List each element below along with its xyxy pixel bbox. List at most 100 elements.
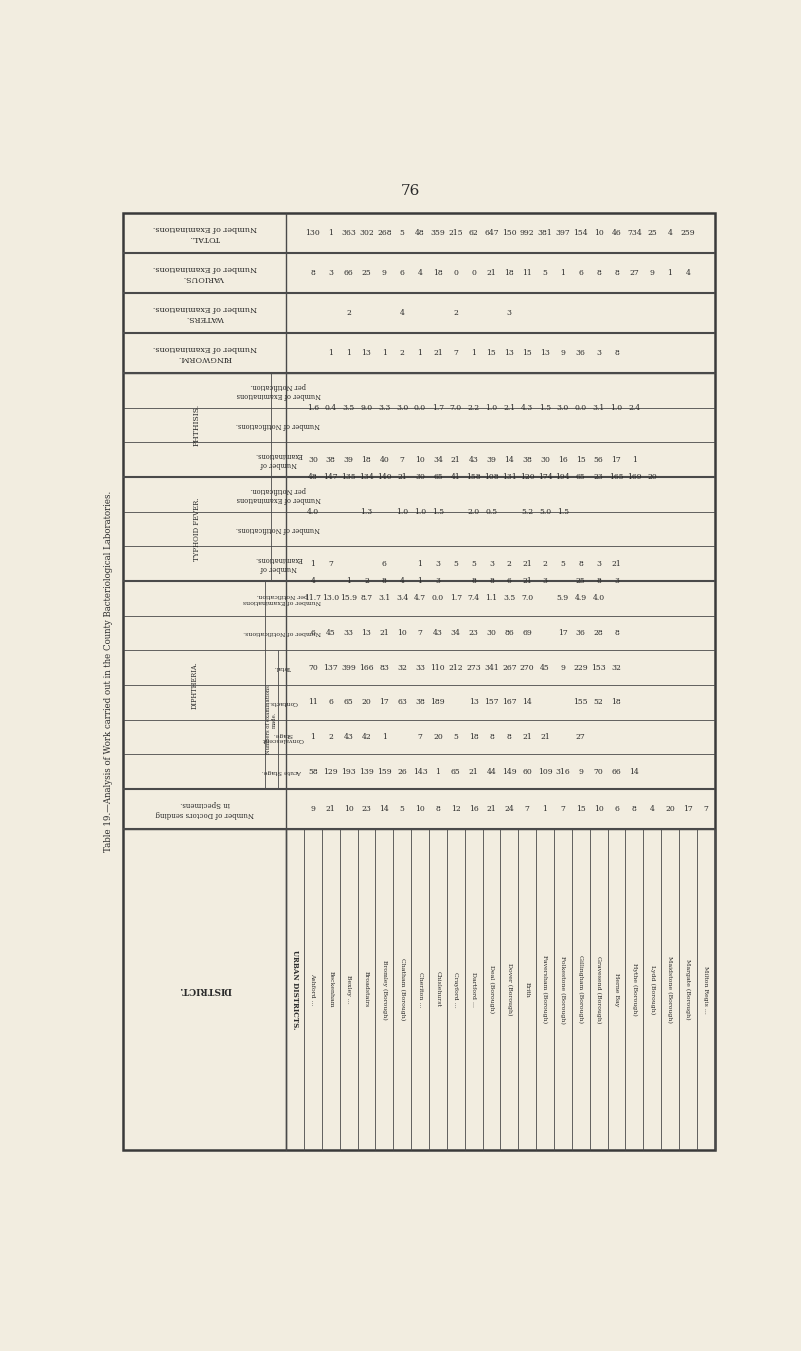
Text: 18: 18	[612, 698, 622, 707]
Text: 48: 48	[308, 473, 318, 481]
Text: 212: 212	[449, 663, 463, 671]
Text: 4: 4	[400, 309, 405, 317]
Text: Maidstone (Borough): Maidstone (Borough)	[667, 957, 673, 1023]
Text: 1: 1	[346, 349, 351, 357]
Text: 3.5: 3.5	[343, 404, 355, 412]
Text: 1: 1	[311, 734, 316, 740]
Text: 1: 1	[328, 228, 333, 236]
Text: Margate (Borough): Margate (Borough)	[686, 959, 690, 1020]
Text: 5: 5	[400, 805, 405, 813]
Text: 0.0: 0.0	[574, 404, 587, 412]
Text: 10: 10	[594, 805, 603, 813]
Text: Ashford ...: Ashford ...	[311, 973, 316, 1005]
Text: 42: 42	[361, 734, 372, 740]
Text: 21: 21	[522, 577, 532, 585]
Text: 65: 65	[433, 473, 443, 481]
Text: 3: 3	[489, 559, 494, 567]
Text: 18: 18	[469, 734, 478, 740]
Text: 38: 38	[415, 698, 425, 707]
Text: 137: 137	[324, 663, 338, 671]
Text: 3.0: 3.0	[557, 404, 569, 412]
Text: 2.1: 2.1	[503, 404, 515, 412]
Text: 3: 3	[542, 577, 548, 585]
Text: 44: 44	[487, 767, 497, 775]
Text: 24: 24	[505, 805, 514, 813]
Text: 3: 3	[507, 309, 512, 317]
Text: 25: 25	[647, 228, 657, 236]
Text: 6: 6	[507, 577, 512, 585]
Text: 2: 2	[542, 559, 548, 567]
Text: 9.0: 9.0	[360, 404, 372, 412]
Text: Number of Notifications.: Number of Notifications.	[236, 526, 320, 534]
Text: Number of
Examinations.: Number of Examinations.	[255, 555, 302, 573]
Text: 21: 21	[469, 767, 478, 775]
Text: 21: 21	[451, 455, 461, 463]
Text: 229: 229	[574, 663, 588, 671]
Text: 267: 267	[502, 663, 517, 671]
Text: Hythe (Borough): Hythe (Borough)	[632, 963, 637, 1016]
Text: 18: 18	[433, 269, 443, 277]
Text: 1: 1	[542, 805, 548, 813]
Text: 2: 2	[507, 559, 512, 567]
Text: 11.7: 11.7	[304, 594, 321, 603]
Text: 65: 65	[344, 698, 353, 707]
Text: Total.: Total.	[273, 665, 291, 670]
Text: 7: 7	[328, 559, 333, 567]
Text: 43: 43	[469, 455, 478, 463]
Text: 169: 169	[627, 473, 642, 481]
Text: 165: 165	[610, 473, 624, 481]
Text: 2: 2	[364, 577, 369, 585]
Text: 6: 6	[328, 698, 333, 707]
Text: Number of Examinations
per Notification.: Number of Examinations per Notification.	[236, 486, 320, 503]
Text: Dartford ...: Dartford ...	[471, 971, 476, 1006]
Text: 2: 2	[453, 309, 458, 317]
Text: 23: 23	[469, 630, 478, 636]
Text: 1.7: 1.7	[432, 404, 444, 412]
Text: Cheriton ...: Cheriton ...	[417, 971, 423, 1008]
Text: 215: 215	[449, 228, 463, 236]
Text: 62: 62	[469, 228, 478, 236]
Text: 109: 109	[537, 767, 553, 775]
Text: 5: 5	[561, 559, 566, 567]
Text: 1: 1	[436, 767, 441, 775]
Text: 0.0: 0.0	[414, 404, 426, 412]
Text: 6: 6	[382, 559, 387, 567]
Text: 16: 16	[469, 805, 478, 813]
Text: 60: 60	[522, 767, 532, 775]
Text: 1.0: 1.0	[414, 508, 426, 516]
Text: 76: 76	[400, 185, 420, 199]
Text: 33: 33	[344, 630, 353, 636]
Text: 5.0: 5.0	[539, 508, 551, 516]
Text: 140: 140	[377, 473, 392, 481]
Text: Contacts.: Contacts.	[268, 700, 297, 705]
Text: 33: 33	[415, 663, 425, 671]
Text: 153: 153	[591, 663, 606, 671]
Text: 3.0: 3.0	[396, 404, 409, 412]
Text: 25: 25	[576, 577, 586, 585]
Text: 12: 12	[451, 805, 461, 813]
Text: 316: 316	[556, 767, 570, 775]
Text: DISTRICT.: DISTRICT.	[179, 985, 231, 994]
Text: 5: 5	[542, 269, 548, 277]
Text: Erith: Erith	[525, 982, 529, 997]
Text: 4: 4	[311, 577, 316, 585]
Text: 3.3: 3.3	[378, 404, 391, 412]
Text: 1.5: 1.5	[432, 508, 444, 516]
Text: 0: 0	[453, 269, 458, 277]
Text: 32: 32	[397, 663, 407, 671]
Text: Number of Notifications.: Number of Notifications.	[244, 631, 321, 635]
Text: 5: 5	[453, 559, 458, 567]
Text: 363: 363	[341, 228, 356, 236]
Text: 14: 14	[505, 455, 514, 463]
Text: 3.1: 3.1	[593, 404, 605, 412]
Text: 1.0: 1.0	[485, 404, 497, 412]
Text: 1.3: 1.3	[360, 508, 372, 516]
Text: Milton Regis ...: Milton Regis ...	[703, 966, 708, 1013]
Text: 30: 30	[308, 455, 318, 463]
Text: 30: 30	[540, 455, 550, 463]
Text: 21: 21	[433, 349, 443, 357]
Text: 399: 399	[341, 663, 356, 671]
Text: 65: 65	[451, 767, 461, 775]
Text: 52: 52	[594, 698, 603, 707]
Text: 4: 4	[400, 577, 405, 585]
